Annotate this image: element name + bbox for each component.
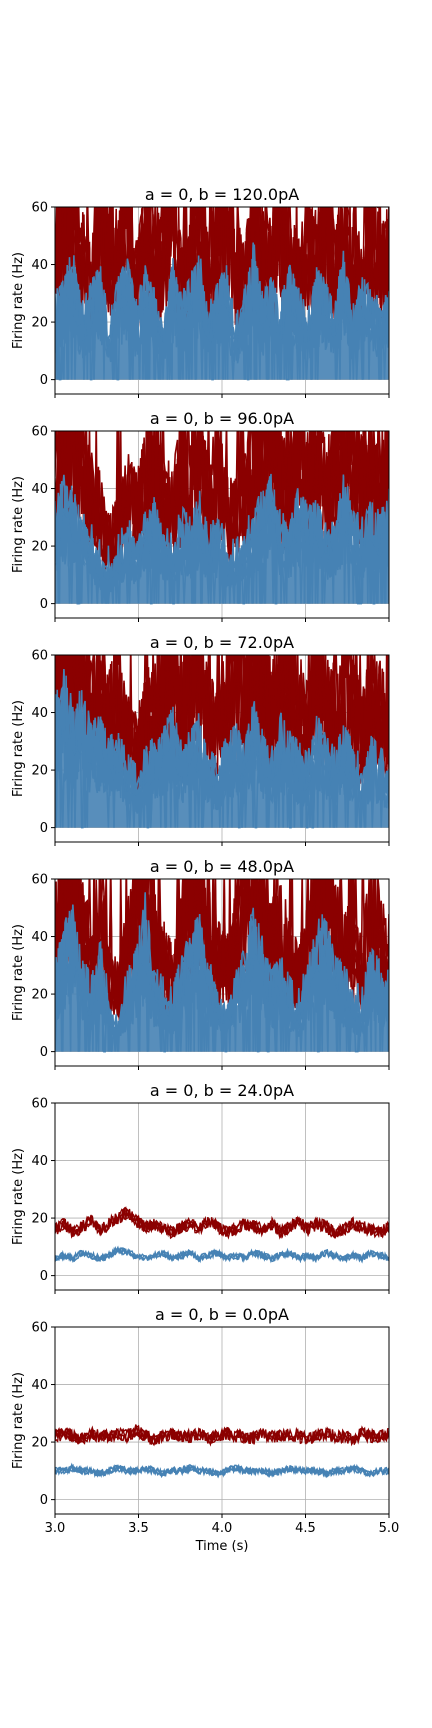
series-1-trace [55,1247,389,1264]
series-1 [55,668,389,829]
subplot-title: a = 0, b = 96.0pA [150,409,294,428]
subplot-4: 0 20 40 60 a = 0, b = 24.0pA Firing rate (Hz) [11,1081,390,1294]
y-tick-label: 0 [40,597,48,612]
series-1-envelope [55,512,389,604]
y-tick-label: 20 [31,988,48,1003]
subplot-title: a = 0, b = 120.0pA [145,185,299,204]
series-0-trace [55,655,389,790]
grid [55,1327,389,1514]
y-tick-label: 40 [31,706,48,721]
series-1-trace [55,1247,389,1264]
y-axis-label: Firing rate (Hz) [11,1372,26,1469]
series-0 [55,431,389,573]
x-tick-label: 4.0 [212,1521,233,1536]
y-axis-label: Firing rate (Hz) [11,476,26,573]
subplot-title: a = 0, b = 0.0pA [155,1305,289,1324]
x-tick-label: 3.0 [45,1521,66,1536]
series-0-trace [55,1425,389,1447]
series-0-trace [55,207,389,337]
y-tick-label: 60 [31,425,48,440]
y-tick-label: 40 [31,1378,48,1393]
series-1 [55,1462,389,1479]
y-tick-label: 60 [31,873,48,888]
y-tick-label: 40 [31,930,48,945]
series-1-envelope [55,297,389,380]
series-1-trace [55,1463,389,1479]
y-tick-label: 0 [40,821,48,836]
series-1 [55,242,389,381]
y-tick-label: 40 [31,258,48,273]
y-axis-label: Firing rate (Hz) [11,1148,26,1245]
y-tick-label: 20 [31,1212,48,1227]
subplot-title: a = 0, b = 72.0pA [150,633,294,652]
series-0-trace [55,431,389,570]
x-tick-label: 4.5 [295,1521,316,1536]
x-axis-label: Time (s) [195,1539,249,1554]
series-0-trace [55,207,389,332]
y-tick-label: 20 [31,540,48,555]
subplot-3: 0 20 40 60 a = 0, b = 48.0pA Firing rate (Hz) [11,857,390,1070]
y-axis-label: Firing rate (Hz) [11,252,26,349]
series-1-envelope [55,728,389,828]
y-tick-label: 20 [31,764,48,779]
grid [55,1103,389,1290]
subplot-0: 0 20 40 60 a = 0, b = 120.0pA Firing rate (Hz… [11,185,390,398]
subplot-5: 0 20 40 60 3.0 3.5 4.0 4.5 5.0 a = 0, b = 0.0pA Fi… [11,1305,399,1554]
y-tick-label: 40 [31,482,48,497]
subplot-title: a = 0, b = 48.0pA [150,857,294,876]
y-tick-label: 60 [31,1097,48,1112]
y-tick-label: 20 [31,1436,48,1451]
series-1-envelope [55,950,389,1052]
series-0 [55,1424,389,1447]
series-0-trace [55,207,389,337]
x-tick-label: 5.0 [379,1521,400,1536]
series-1 [55,892,389,1053]
series-0 [55,1206,389,1240]
subplot-1: 0 20 40 60 a = 0, b = 96.0pA Firing rate (Hz) [11,409,390,622]
y-tick-label: 20 [31,316,48,331]
y-axis-label: Firing rate (Hz) [11,700,26,797]
y-tick-label: 60 [31,649,48,664]
subplot-title: a = 0, b = 24.0pA [150,1081,294,1100]
y-tick-label: 0 [40,1493,48,1508]
y-axis-label: Firing rate (Hz) [11,924,26,1021]
x-tick-label: 3.5 [128,1521,149,1536]
series-1 [55,473,389,605]
y-tick-label: 0 [40,1045,48,1060]
y-tick-label: 40 [31,1154,48,1169]
y-tick-label: 60 [31,1321,48,1336]
series-1 [55,1245,389,1264]
series-0-trace [55,431,389,573]
series-0-trace [55,1208,389,1239]
subplot-2: 0 20 40 60 a = 0, b = 72.0pA Firing rate (Hz) [11,633,390,846]
y-tick-label: 0 [40,373,48,388]
y-tick-label: 60 [31,201,48,216]
y-tick-label: 0 [40,1269,48,1284]
